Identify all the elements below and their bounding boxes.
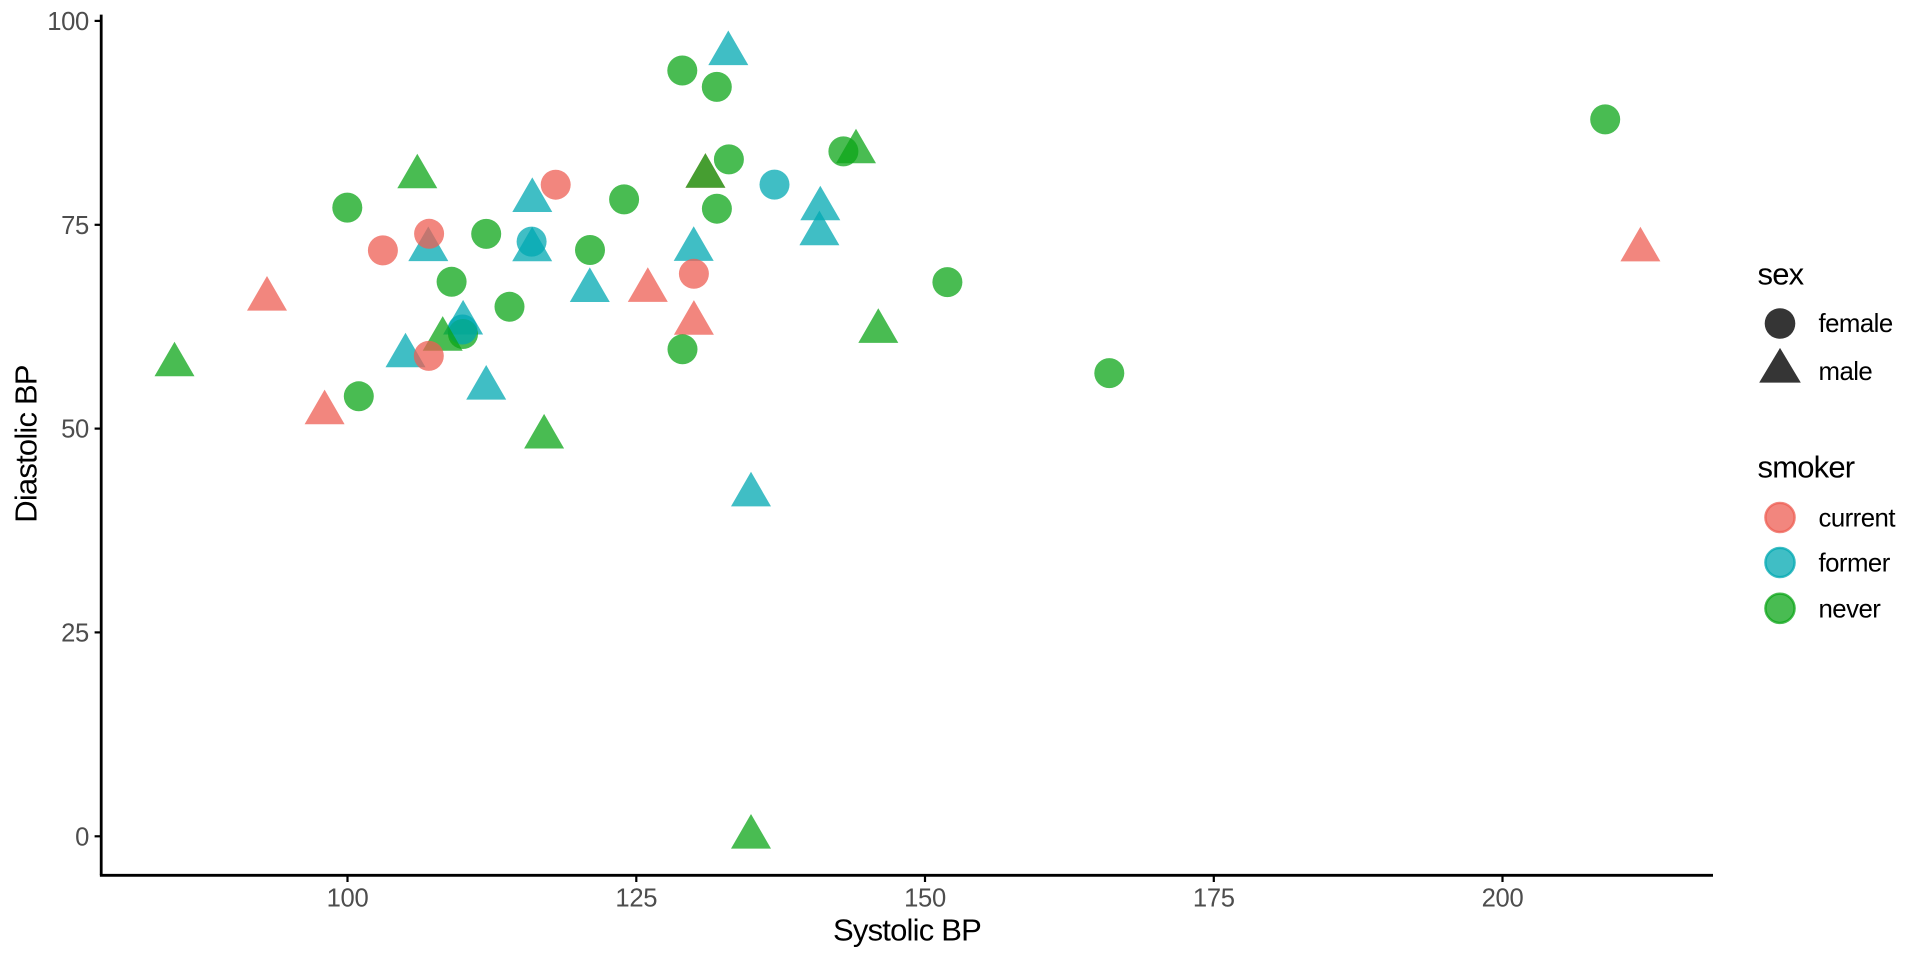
svg-text:Diastolic BP: Diastolic BP [8, 365, 43, 523]
svg-text:current: current [1819, 505, 1896, 533]
svg-text:200: 200 [1482, 885, 1524, 913]
svg-text:150: 150 [904, 885, 946, 913]
svg-text:never: never [1819, 595, 1882, 623]
svg-text:25: 25 [61, 619, 89, 647]
svg-text:female: female [1819, 310, 1893, 338]
svg-text:100: 100 [327, 885, 369, 913]
svg-text:sex: sex [1758, 257, 1805, 292]
svg-text:50: 50 [61, 416, 89, 444]
svg-text:Systolic BP: Systolic BP [833, 912, 981, 947]
svg-text:75: 75 [61, 212, 89, 240]
svg-text:0: 0 [75, 823, 89, 851]
svg-text:smoker: smoker [1758, 450, 1855, 485]
svg-text:125: 125 [615, 885, 657, 913]
svg-text:former: former [1819, 550, 1891, 578]
svg-text:175: 175 [1193, 885, 1235, 913]
svg-text:male: male [1819, 358, 1873, 386]
svg-text:100: 100 [47, 8, 89, 36]
